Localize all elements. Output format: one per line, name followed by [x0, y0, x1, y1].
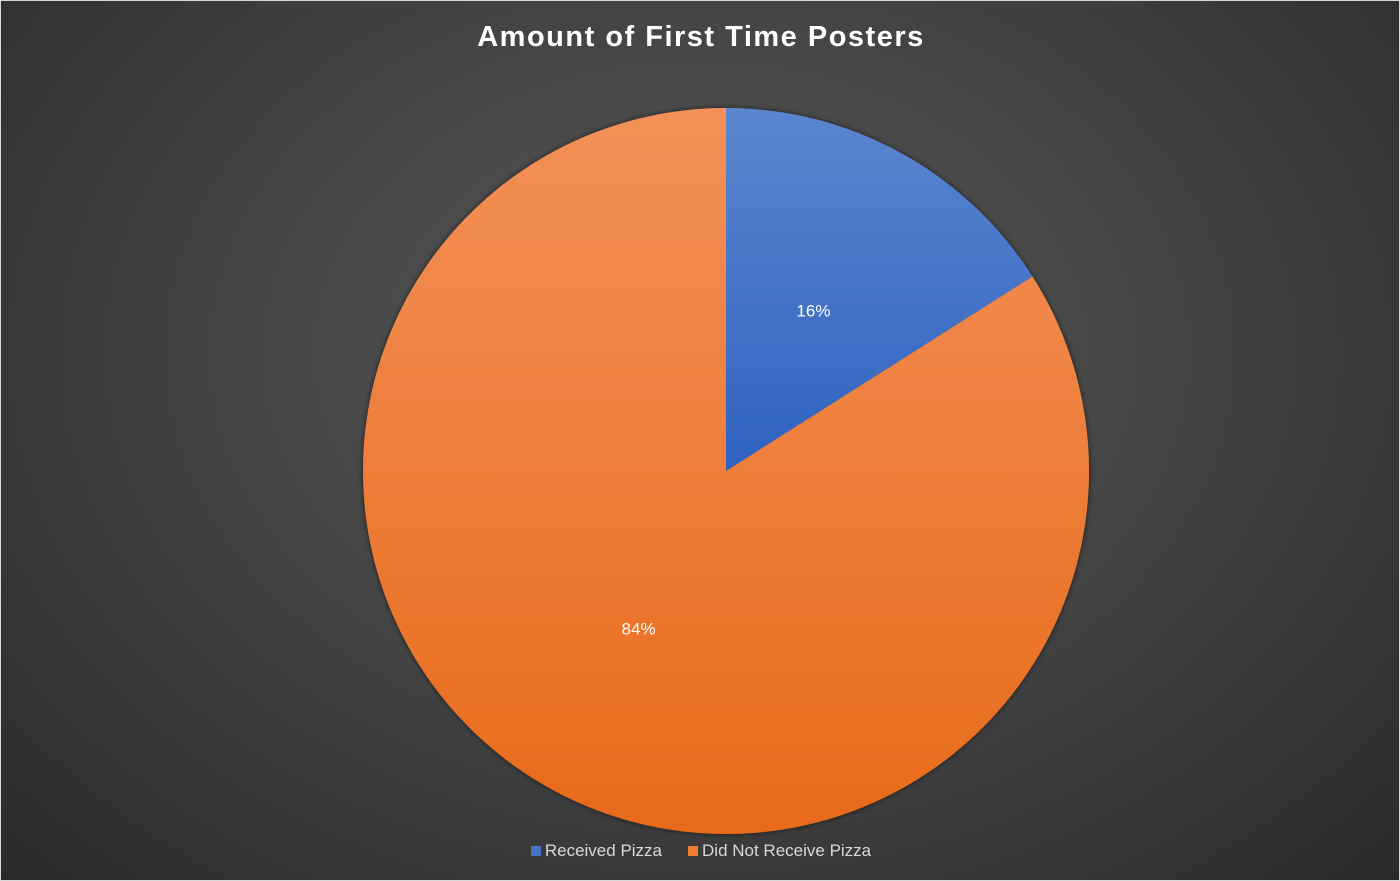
legend-item-received-pizza: Received Pizza: [530, 841, 663, 861]
legend-swatch-received-pizza: [530, 846, 541, 856]
chart-legend: Received Pizza Did Not Receive Pizza: [1, 841, 1399, 861]
pie-slice-received-pizza: [726, 108, 1033, 471]
chart-title: Amount of First Time Posters: [477, 21, 925, 53]
pie-slice-did-not-receive-pizza: [363, 108, 1089, 835]
legend-swatch-did-not-receive-pizza: [688, 846, 699, 856]
legend-label-did-not-receive-pizza: Did Not Receive Pizza: [702, 841, 872, 860]
data-label-received-pizza: 16%: [796, 301, 830, 320]
data-label-did-not-receive-pizza: 84%: [622, 620, 656, 639]
legend-item-did-not-receive-pizza: Did Not Receive Pizza: [688, 841, 871, 861]
legend-label-received-pizza: Received Pizza: [544, 841, 663, 860]
